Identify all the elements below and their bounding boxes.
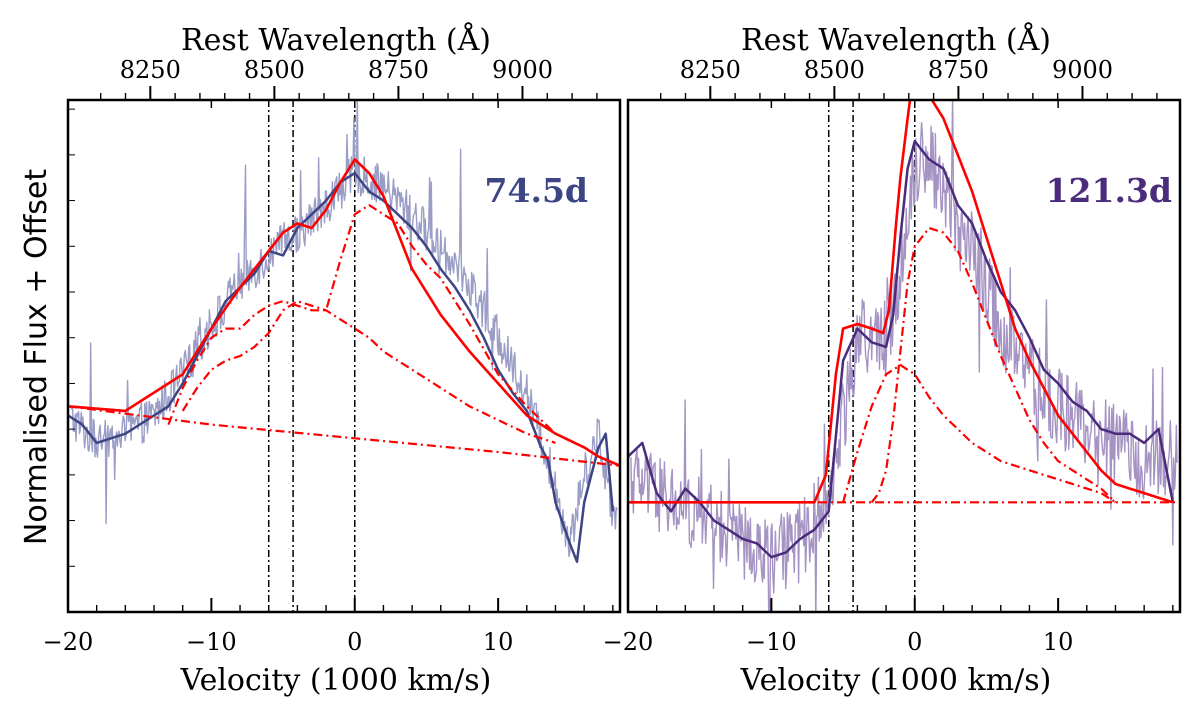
model-component-B-line	[167, 204, 557, 435]
model-component-A-line	[842, 364, 1117, 504]
x-tick-label: −20	[43, 628, 94, 656]
smoothed-spectrum-line	[68, 171, 615, 563]
axes-frame	[66, 98, 622, 614]
plot-area	[628, 100, 1180, 612]
x2-axis-label: Rest Wavelength (Å)	[741, 22, 1051, 58]
x-tick-label: −10	[746, 628, 797, 656]
x-tick-label: 10	[483, 628, 514, 656]
model-fit-line	[68, 158, 620, 467]
right-panel-121d: −20 −10 0 10 8250 8500 8750 9000 Velocity (1000 …	[603, 22, 1182, 698]
model-fit-line	[628, 100, 1174, 504]
x2-axis-label: Rest Wavelength (Å)	[181, 22, 491, 58]
x2-tick-label: 8500	[244, 56, 305, 84]
model-component-A-line	[181, 300, 556, 444]
y-axis-label: Normalised Flux + Offset	[19, 169, 54, 545]
x2-tick-label: 9000	[492, 56, 553, 84]
x2-tick-label: 8250	[680, 56, 741, 84]
epoch-label: 74.5d	[485, 171, 588, 210]
plot-area	[68, 100, 620, 612]
left-panel-74d: −20 −10 0 10 8250 8500 8750 9000 Velocity (1000 …	[43, 22, 622, 698]
smoothed-spectrum-line	[628, 139, 1175, 559]
x-tick-label: 10	[1043, 628, 1074, 656]
x-tick-label: 0	[347, 628, 362, 656]
x-axis-label: Velocity (1000 km/s)	[180, 663, 492, 698]
x-tick-label: 0	[907, 628, 922, 656]
x2-tick-label: 9000	[1052, 56, 1113, 84]
x-axis-label: Velocity (1000 km/s)	[740, 663, 1052, 698]
x2-tick-label: 8750	[368, 56, 429, 84]
x2-tick-label: 8750	[928, 56, 989, 84]
x-tick-label: −20	[603, 628, 654, 656]
x2-tick-label: 8250	[120, 56, 181, 84]
axes-frame	[626, 98, 1182, 614]
raw-spectrum-line	[70, 100, 618, 558]
model-component-B-line	[870, 226, 1117, 504]
x-tick-label: −10	[186, 628, 237, 656]
model-continuum-line	[68, 405, 620, 467]
raw-spectrum-line	[630, 100, 1178, 612]
x2-tick-label: 8500	[804, 56, 865, 84]
epoch-label: 121.3d	[1046, 171, 1172, 210]
